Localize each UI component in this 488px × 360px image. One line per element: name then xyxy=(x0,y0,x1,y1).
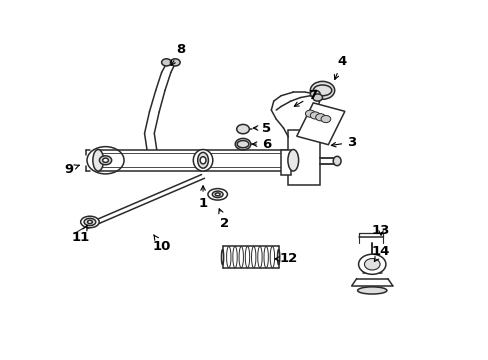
Circle shape xyxy=(364,258,379,270)
Text: 2: 2 xyxy=(218,209,229,230)
Ellipse shape xyxy=(197,152,208,168)
Ellipse shape xyxy=(84,219,96,226)
Text: 3: 3 xyxy=(331,136,356,149)
Ellipse shape xyxy=(87,220,92,224)
Ellipse shape xyxy=(277,249,279,265)
Text: 12: 12 xyxy=(274,252,297,265)
Circle shape xyxy=(310,90,320,98)
Bar xyxy=(281,149,290,175)
Ellipse shape xyxy=(357,287,386,294)
Circle shape xyxy=(310,112,320,119)
Ellipse shape xyxy=(287,149,298,171)
Ellipse shape xyxy=(102,158,108,162)
Text: 10: 10 xyxy=(152,235,170,253)
Circle shape xyxy=(161,59,171,66)
Ellipse shape xyxy=(81,216,99,228)
Ellipse shape xyxy=(221,249,223,265)
Circle shape xyxy=(236,125,249,134)
Ellipse shape xyxy=(264,246,268,268)
Text: 11: 11 xyxy=(72,225,90,244)
Ellipse shape xyxy=(193,149,212,171)
Ellipse shape xyxy=(251,246,255,268)
Text: 14: 14 xyxy=(371,245,389,261)
Circle shape xyxy=(235,138,250,150)
Circle shape xyxy=(321,116,330,123)
Ellipse shape xyxy=(200,157,205,164)
FancyBboxPatch shape xyxy=(296,103,344,145)
Ellipse shape xyxy=(239,246,243,268)
Bar xyxy=(288,130,320,185)
Ellipse shape xyxy=(270,246,274,268)
Ellipse shape xyxy=(257,246,262,268)
Text: 1: 1 xyxy=(198,186,207,210)
Ellipse shape xyxy=(99,156,111,165)
Bar xyxy=(98,149,293,171)
Text: 8: 8 xyxy=(171,42,185,66)
Circle shape xyxy=(315,114,325,121)
Ellipse shape xyxy=(93,149,103,171)
Ellipse shape xyxy=(232,246,237,268)
Text: 5: 5 xyxy=(253,122,270,135)
Text: 9: 9 xyxy=(64,163,79,176)
Circle shape xyxy=(310,81,334,99)
Ellipse shape xyxy=(212,191,223,198)
Circle shape xyxy=(170,59,180,66)
Ellipse shape xyxy=(226,246,230,268)
Circle shape xyxy=(358,254,385,274)
Circle shape xyxy=(305,110,315,117)
Circle shape xyxy=(312,94,322,101)
Ellipse shape xyxy=(215,193,220,196)
Ellipse shape xyxy=(207,189,227,200)
Text: 4: 4 xyxy=(334,55,346,80)
Ellipse shape xyxy=(245,246,249,268)
Ellipse shape xyxy=(332,156,340,166)
Text: 13: 13 xyxy=(371,224,389,237)
Text: 6: 6 xyxy=(252,138,270,150)
Text: 7: 7 xyxy=(294,89,317,106)
